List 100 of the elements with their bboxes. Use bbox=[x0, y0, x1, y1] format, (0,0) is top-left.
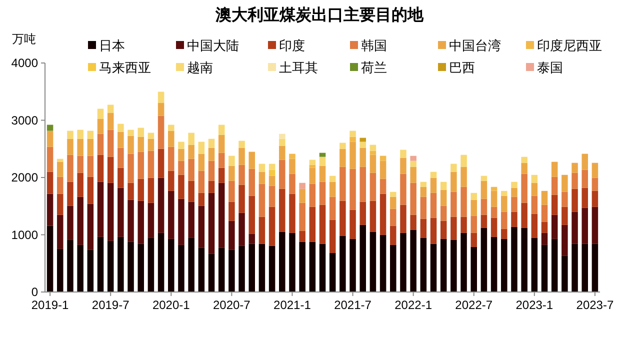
bar bbox=[67, 206, 74, 240]
y-tick-label: 1000 bbox=[11, 228, 38, 242]
bar bbox=[87, 176, 94, 204]
bar bbox=[188, 132, 194, 145]
bar bbox=[148, 138, 154, 151]
bar bbox=[562, 224, 568, 256]
bar bbox=[218, 134, 225, 153]
legend-label: 荷兰 bbox=[361, 60, 387, 75]
bar bbox=[218, 182, 225, 248]
bar bbox=[258, 184, 266, 217]
bar bbox=[521, 228, 528, 292]
bar bbox=[390, 196, 396, 209]
bar bbox=[258, 172, 266, 184]
bar bbox=[400, 174, 406, 205]
bar bbox=[128, 242, 134, 292]
bar bbox=[198, 248, 205, 292]
bar bbox=[279, 160, 286, 189]
bar bbox=[470, 246, 477, 292]
bar bbox=[238, 164, 245, 185]
bar bbox=[350, 168, 356, 210]
y-tick-label: 0 bbox=[31, 285, 38, 299]
bar bbox=[400, 150, 406, 158]
bar bbox=[370, 144, 376, 151]
bar bbox=[208, 160, 215, 181]
bar bbox=[268, 170, 276, 176]
bar bbox=[420, 238, 427, 292]
bar bbox=[299, 182, 306, 189]
bar bbox=[319, 166, 326, 182]
bar bbox=[531, 214, 538, 238]
bar bbox=[340, 142, 346, 149]
bar bbox=[572, 212, 578, 244]
bar bbox=[470, 192, 477, 200]
bar bbox=[57, 194, 64, 215]
bar bbox=[178, 174, 184, 199]
bar bbox=[46, 226, 54, 292]
x-tick-label: 2021-1 bbox=[274, 298, 312, 312]
bar bbox=[208, 192, 215, 254]
bar bbox=[198, 170, 205, 193]
bar bbox=[350, 210, 356, 239]
bar bbox=[511, 212, 518, 227]
bar bbox=[87, 204, 94, 250]
bar bbox=[370, 232, 376, 292]
bar bbox=[118, 124, 124, 132]
bar bbox=[128, 136, 134, 154]
bar bbox=[390, 208, 396, 226]
bar bbox=[208, 138, 215, 148]
bar bbox=[501, 212, 508, 229]
bar bbox=[350, 130, 356, 137]
bar bbox=[138, 244, 144, 292]
bar bbox=[460, 166, 467, 187]
bar bbox=[309, 168, 316, 184]
bar bbox=[46, 130, 54, 147]
bar bbox=[228, 202, 235, 221]
bar bbox=[450, 172, 457, 192]
bar bbox=[168, 146, 174, 171]
bar bbox=[299, 188, 306, 203]
bar bbox=[329, 196, 336, 220]
bar bbox=[370, 172, 376, 201]
bar bbox=[107, 240, 114, 292]
legend-label: 巴西 bbox=[449, 60, 475, 75]
bar bbox=[319, 152, 326, 157]
bar bbox=[309, 164, 316, 168]
bar bbox=[268, 164, 276, 170]
bar bbox=[46, 146, 54, 172]
bar bbox=[178, 148, 184, 161]
bar bbox=[380, 194, 386, 235]
x-tick-label: 2022-1 bbox=[394, 298, 432, 312]
bar bbox=[228, 250, 235, 292]
bar bbox=[380, 160, 386, 179]
bar bbox=[238, 246, 245, 292]
bar bbox=[46, 194, 54, 226]
bar bbox=[340, 236, 346, 292]
bar bbox=[87, 138, 94, 156]
bar bbox=[208, 180, 215, 193]
bar bbox=[410, 230, 416, 292]
bar bbox=[77, 130, 84, 139]
bar bbox=[97, 108, 104, 119]
bar bbox=[582, 208, 588, 244]
x-tick-label: 2020-1 bbox=[152, 298, 190, 312]
bar bbox=[572, 172, 578, 189]
bar bbox=[360, 148, 366, 167]
bar bbox=[380, 156, 386, 161]
bar bbox=[319, 182, 326, 205]
bar bbox=[480, 180, 488, 199]
bar bbox=[87, 130, 94, 139]
bar bbox=[319, 204, 326, 244]
bar bbox=[138, 152, 144, 179]
bar bbox=[268, 246, 276, 292]
bar bbox=[562, 256, 568, 292]
bar bbox=[248, 152, 255, 169]
bar bbox=[258, 216, 266, 244]
bar bbox=[188, 158, 194, 181]
bar bbox=[521, 156, 528, 163]
bar bbox=[460, 186, 467, 217]
x-tick-label: 2020-7 bbox=[212, 298, 251, 312]
bar bbox=[400, 232, 406, 292]
legend-label: 马来西亚 bbox=[99, 60, 151, 75]
bar bbox=[198, 206, 205, 248]
bar bbox=[541, 222, 548, 233]
bar bbox=[592, 206, 598, 244]
